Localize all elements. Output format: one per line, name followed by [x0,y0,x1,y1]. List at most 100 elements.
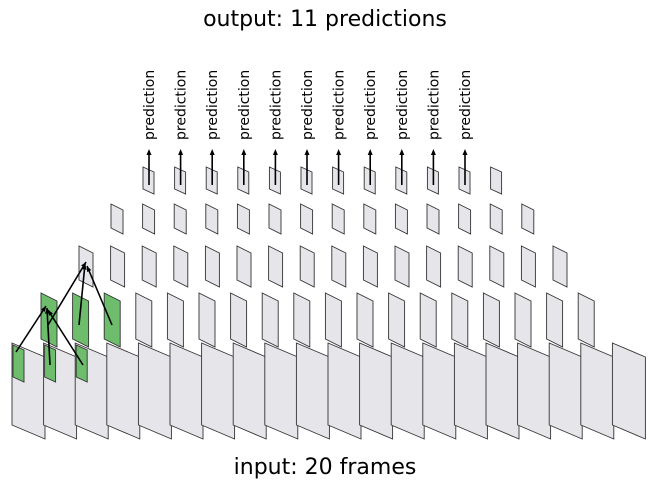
hidden-cell [261,292,279,348]
receptive-field-cell [72,292,90,348]
hidden-cell [514,292,532,348]
connection-edge [15,305,47,353]
hidden-layer-2 [78,245,568,288]
input-frame [611,342,646,440]
hidden-cell [490,166,503,195]
input-frame [517,342,552,440]
prediction-arrowhead [336,149,342,155]
input-frame [137,342,172,440]
hidden-cell [426,203,440,235]
prediction-label: prediction [426,70,442,140]
prediction-label: prediction [174,70,190,140]
hidden-cell [362,245,378,288]
connection-arrowhead [41,306,46,312]
prediction-label: prediction [142,70,158,140]
diagram-title: output: 11 predictions [203,7,447,32]
receptive-field-cell [103,292,121,348]
prediction-arrowhead [430,149,436,155]
input-frames-layer [11,342,646,440]
hidden-cell [204,245,220,288]
prediction-arrowhead [462,149,468,155]
hidden-cell [520,245,536,288]
hidden-cell [552,245,568,288]
hidden-cell [388,292,406,348]
prediction-label: prediction [332,70,348,140]
hidden-cell [451,292,469,348]
input-frame [359,342,394,440]
connection-edge [47,261,87,326]
hidden-cell [173,245,189,288]
input-frame [485,342,520,440]
hidden-cell [110,203,124,235]
hidden-cell [141,245,157,288]
hidden-cell [331,245,347,288]
input-frame [232,342,267,440]
hidden-cell [236,245,252,288]
hidden-cell [356,292,374,348]
hidden-cell [293,292,311,348]
prediction-arrowhead [241,149,247,155]
hidden-layer-3 [110,203,535,235]
hidden-cell [268,203,282,235]
hidden-cell [546,292,564,348]
hidden-cell [110,245,126,288]
prediction-arrowhead [209,149,215,155]
connection-edges [15,261,113,366]
hidden-cell [331,203,345,235]
prediction-labels: prediction prediction prediction prediction… [142,70,474,185]
hidden-cell [324,292,342,348]
hidden-cell [577,292,595,348]
hidden-cell [482,292,500,348]
hidden-cell [166,292,184,348]
connection-arrowhead [82,264,87,270]
prediction-arrowhead [178,149,184,155]
hidden-layer-1 [40,292,595,348]
hidden-cell [205,203,219,235]
hidden-cell [363,203,377,235]
hidden-cell [268,245,284,288]
receptive-field-cell [12,344,25,383]
hidden-cell [236,203,250,235]
prediction-label: prediction [205,70,221,140]
input-frame [106,342,141,440]
connection-arrowhead [48,310,53,316]
connection-edge [47,309,84,366]
hidden-cell [230,292,248,348]
prediction-label: prediction [268,70,284,140]
input-frame [169,342,204,440]
hidden-cell [173,203,187,235]
prediction-arrowhead [146,149,152,155]
connection-arrowhead [87,266,92,272]
hidden-cell [198,292,216,348]
hidden-cell [521,203,535,235]
prediction-label: prediction [237,70,253,140]
diagram-footer: input: 20 frames [234,455,417,480]
input-frame [422,342,457,440]
connection-edge [78,263,86,326]
hidden-cell [300,203,314,235]
prediction-arrowhead [367,149,373,155]
input-frame [580,342,615,440]
prediction-label: prediction [395,70,411,140]
prediction-arrowhead [399,149,405,155]
prediction-label: prediction [363,70,379,140]
hidden-cell [299,245,315,288]
hidden-cell [394,245,410,288]
input-frame [327,342,362,440]
hidden-cell [142,203,156,235]
input-frame [548,342,583,440]
hidden-cell [78,245,94,288]
hidden-cell [489,203,503,235]
input-frame [264,342,299,440]
input-frame [201,342,236,440]
prediction-label: prediction [458,70,474,140]
hidden-cell [458,203,472,235]
hidden-cell [394,203,408,235]
input-frame [390,342,425,440]
hidden-cell [135,292,153,348]
hidden-cell [489,245,505,288]
prediction-label: prediction [300,70,316,140]
hidden-cell [419,292,437,348]
input-frame [295,342,330,440]
